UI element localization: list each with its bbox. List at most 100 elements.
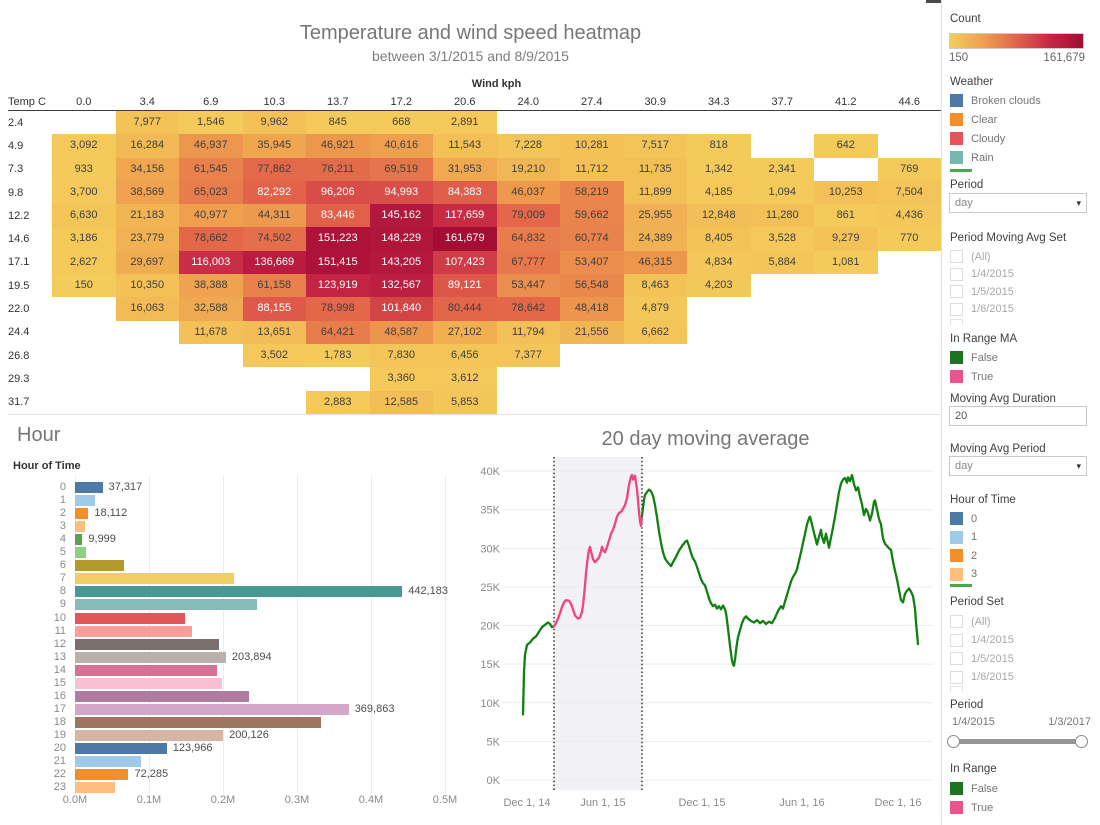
heatmap-cell[interactable]: 5,884 [750,250,814,275]
heatmap-cell[interactable]: 19,210 [496,157,560,181]
heatmap-cell[interactable]: 7,228 [496,134,560,158]
heatmap-cell[interactable]: 56,548 [560,274,624,298]
heatmap-cell[interactable]: 65,023 [179,180,243,205]
legend-item[interactable]: True [950,800,993,815]
legend-item[interactable]: Rain [950,150,994,165]
heatmap-cell[interactable]: 161,679 [433,227,497,251]
heatmap-cell[interactable]: 16,063 [115,297,179,321]
checkbox[interactable] [950,670,963,684]
checkbox[interactable] [950,285,963,298]
heatmap-cell[interactable]: 48,418 [560,297,624,321]
legend-item[interactable]: Clear [950,112,997,127]
bar[interactable] [75,651,226,663]
heatmap-cell[interactable]: 83,446 [306,204,370,228]
heatmap-cell[interactable]: 770 [877,227,941,251]
heatmap-cell[interactable]: 148,229 [369,227,433,251]
heatmap-cell[interactable]: 116,003 [179,250,243,275]
moving-avg-duration-input[interactable] [949,406,1087,426]
heatmap-cell[interactable]: 143,205 [369,250,433,275]
heatmap-cell[interactable]: 11,899 [623,180,687,205]
heatmap-cell[interactable]: 668 [369,111,433,135]
filter-checkbox-row[interactable]: 1/4/2015 [950,633,1014,648]
heatmap-cell[interactable]: 7,830 [369,343,433,368]
heatmap-cell[interactable]: 27,102 [433,320,497,344]
bar[interactable] [75,482,103,493]
legend-item[interactable]: False [950,781,998,796]
heatmap-cell[interactable]: 77,862 [242,157,306,181]
heatmap-cell[interactable]: 11,735 [623,157,687,181]
heatmap-cell[interactable]: 861 [814,204,878,228]
heatmap-cell[interactable]: 32,588 [179,297,243,321]
heatmap-cell[interactable]: 74,502 [242,227,306,251]
bar[interactable] [75,508,89,520]
bar[interactable] [75,534,83,546]
moving-average-line-pink[interactable] [552,473,644,628]
heatmap-cell[interactable]: 40,616 [369,134,433,158]
heatmap-cell[interactable]: 94,993 [369,180,433,205]
checkbox[interactable] [950,652,963,665]
bar[interactable] [75,756,141,768]
heatmap-cell[interactable]: 5,853 [433,390,497,414]
legend-item[interactable]: Broken clouds [950,93,1041,108]
heatmap-cell[interactable]: 53,447 [496,274,560,298]
checkbox[interactable] [950,250,963,263]
checkbox[interactable] [950,615,963,628]
heatmap-cell[interactable]: 3,502 [242,343,306,368]
heatmap-cell[interactable]: 96,206 [306,180,370,205]
heatmap-cell[interactable]: 12,848 [687,204,751,228]
bar[interactable] [75,521,85,533]
filter-checkbox-row[interactable]: 1/4/2015 [950,267,1014,282]
heatmap-cell[interactable]: 6,456 [433,343,497,368]
heatmap-cell[interactable]: 101,840 [369,297,433,321]
bar[interactable] [75,573,235,585]
heatmap-cell[interactable]: 59,662 [560,204,624,228]
heatmap-cell[interactable]: 11,794 [496,320,560,344]
bar[interactable] [75,664,218,676]
heatmap-cell[interactable]: 6,630 [52,204,116,228]
heatmap-cell[interactable]: 78,998 [306,297,370,321]
heatmap-cell[interactable]: 78,642 [496,297,560,321]
heatmap-cell[interactable]: 10,350 [115,274,179,298]
bar[interactable] [75,782,115,794]
heatmap-cell[interactable]: 1,783 [306,343,370,368]
heatmap-cell[interactable]: 25,955 [623,204,687,228]
heatmap-cell[interactable]: 78,662 [179,227,243,251]
legend-item[interactable]: True [950,369,993,384]
bar[interactable] [75,547,86,559]
heatmap-cell[interactable]: 61,545 [179,157,243,181]
heatmap-cell[interactable]: 769 [877,157,941,181]
bar[interactable] [75,716,321,728]
bar[interactable] [75,612,185,624]
filter-checkbox-row[interactable]: 1/6/2015 [950,302,1014,317]
heatmap-cell[interactable]: 79,009 [496,204,560,228]
line-chart[interactable]: 0K 5K 10K 15K 20K 25K 30K 35K 40K Dec 1, 14 Jun 1,… [470,420,941,825]
bar[interactable] [75,743,167,754]
moving-average-line-green[interactable] [640,473,920,667]
heatmap-cell[interactable]: 1,342 [687,157,751,181]
bar[interactable] [75,560,124,572]
heatmap-cell[interactable]: 64,421 [306,320,370,344]
heatmap-cell[interactable]: 7,504 [877,180,941,205]
heatmap-cell[interactable]: 3,700 [52,180,116,205]
heatmap-cell[interactable]: 107,423 [433,250,497,275]
heatmap-cell[interactable]: 151,223 [306,227,370,251]
heatmap-cell[interactable]: 67,777 [496,250,560,275]
heatmap-cell[interactable]: 48,587 [369,320,433,344]
heatmap-cell[interactable]: 117,659 [433,204,497,228]
filter-checkbox-row[interactable]: 1/5/2015 [950,284,1014,299]
legend-item[interactable]: 2 [950,548,977,563]
heatmap-cell[interactable]: 11,678 [179,320,243,344]
heatmap-cell[interactable]: 23,779 [115,227,179,251]
heatmap-cell[interactable]: 123,919 [306,274,370,298]
heatmap-cell[interactable]: 8,405 [687,227,751,251]
heatmap-cell[interactable]: 4,185 [687,180,751,205]
bar[interactable] [75,677,223,689]
heatmap-cell[interactable]: 145,162 [369,204,433,228]
heatmap-cell[interactable]: 88,155 [242,297,306,321]
heatmap-cell[interactable]: 53,407 [560,250,624,275]
heatmap-cell[interactable]: 34,156 [115,157,179,181]
heatmap-cell[interactable]: 40,977 [179,204,243,228]
heatmap-cell[interactable]: 1,094 [750,180,814,205]
moving-avg-period-dropdown[interactable]: day ▾ [949,456,1087,476]
heatmap-cell[interactable]: 3,360 [369,367,433,391]
